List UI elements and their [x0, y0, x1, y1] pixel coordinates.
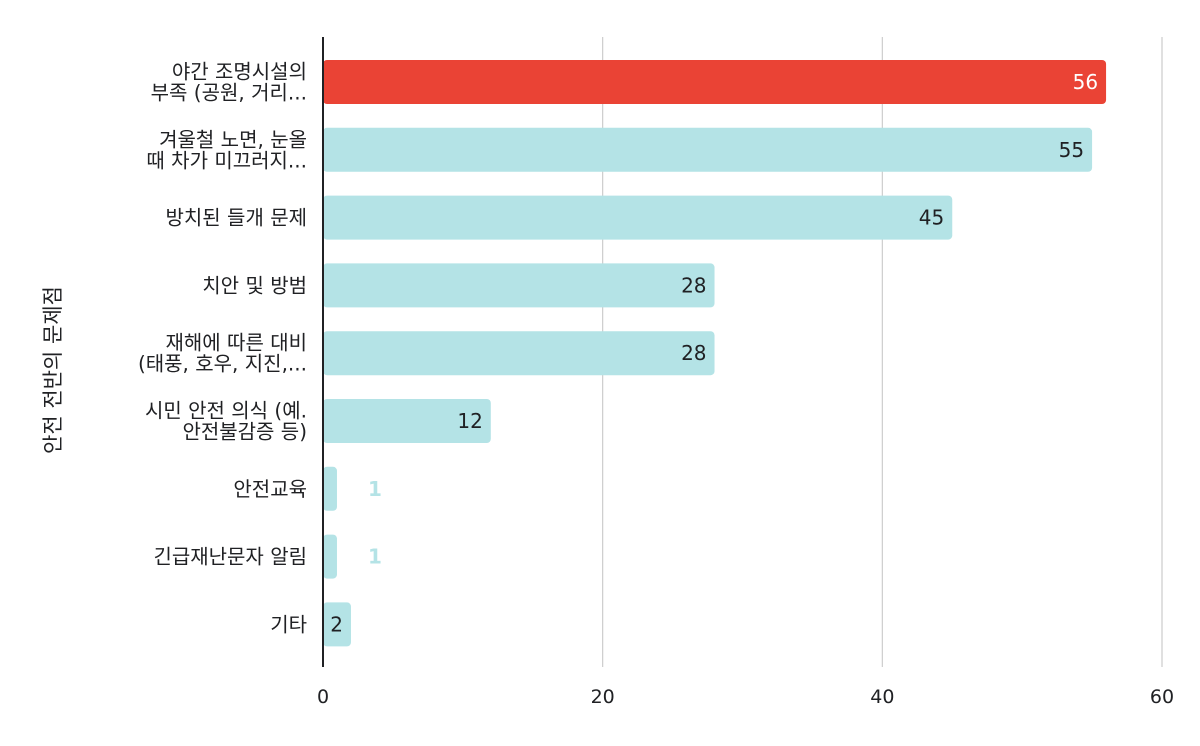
y-axis-title: 안전 전반의 문제점 — [41, 286, 65, 454]
bar-value-label: 56 — [1073, 70, 1098, 94]
category-label: 안전불감증 등) — [182, 420, 307, 444]
category-label: 치안 및 방범 — [202, 273, 307, 297]
bar-value-label: 1 — [368, 477, 382, 501]
bar-value-label: 45 — [919, 206, 944, 230]
x-tick-label: 40 — [870, 686, 894, 708]
category-label: 긴급재난문자 알림 — [153, 545, 307, 569]
category-label: 부족 (공원, 거리... — [151, 81, 307, 105]
bar — [323, 602, 351, 647]
category-label: 때 차가 미끄러지... — [146, 148, 307, 172]
bar — [323, 399, 491, 443]
category-label: 시민 안전 의식 (예. — [145, 399, 307, 423]
category-label: (태풍, 호우, 지진,... — [138, 352, 307, 376]
bar — [323, 534, 337, 579]
bar-value-label: 12 — [457, 409, 482, 433]
x-tick-labels: 0 20 40 60 — [317, 686, 1174, 708]
bar-value-label: 28 — [681, 273, 706, 297]
bar-value-label: 1 — [368, 545, 382, 569]
bar — [323, 60, 1107, 104]
bar — [323, 263, 715, 308]
x-tick-label: 60 — [1150, 686, 1174, 708]
bar — [323, 331, 715, 376]
category-label: 방치된 들개 문제 — [165, 206, 307, 230]
bar — [323, 195, 953, 240]
x-tick-label: 0 — [317, 686, 329, 708]
bar — [323, 466, 337, 511]
bar — [323, 127, 1093, 172]
category-label: 재해에 따른 대비 — [165, 331, 307, 355]
category-label: 안전교육 — [233, 477, 307, 501]
bar-value-label: 55 — [1059, 138, 1084, 162]
bar-value-label: 28 — [681, 341, 706, 365]
category-label: 겨울철 노면, 눈올 — [159, 127, 307, 151]
bars — [323, 60, 1107, 647]
category-label: 기타 — [270, 612, 307, 636]
bar-value-label: 2 — [330, 612, 343, 636]
category-label: 야간 조명시설의 — [172, 60, 307, 84]
x-tick-label: 20 — [591, 686, 615, 708]
